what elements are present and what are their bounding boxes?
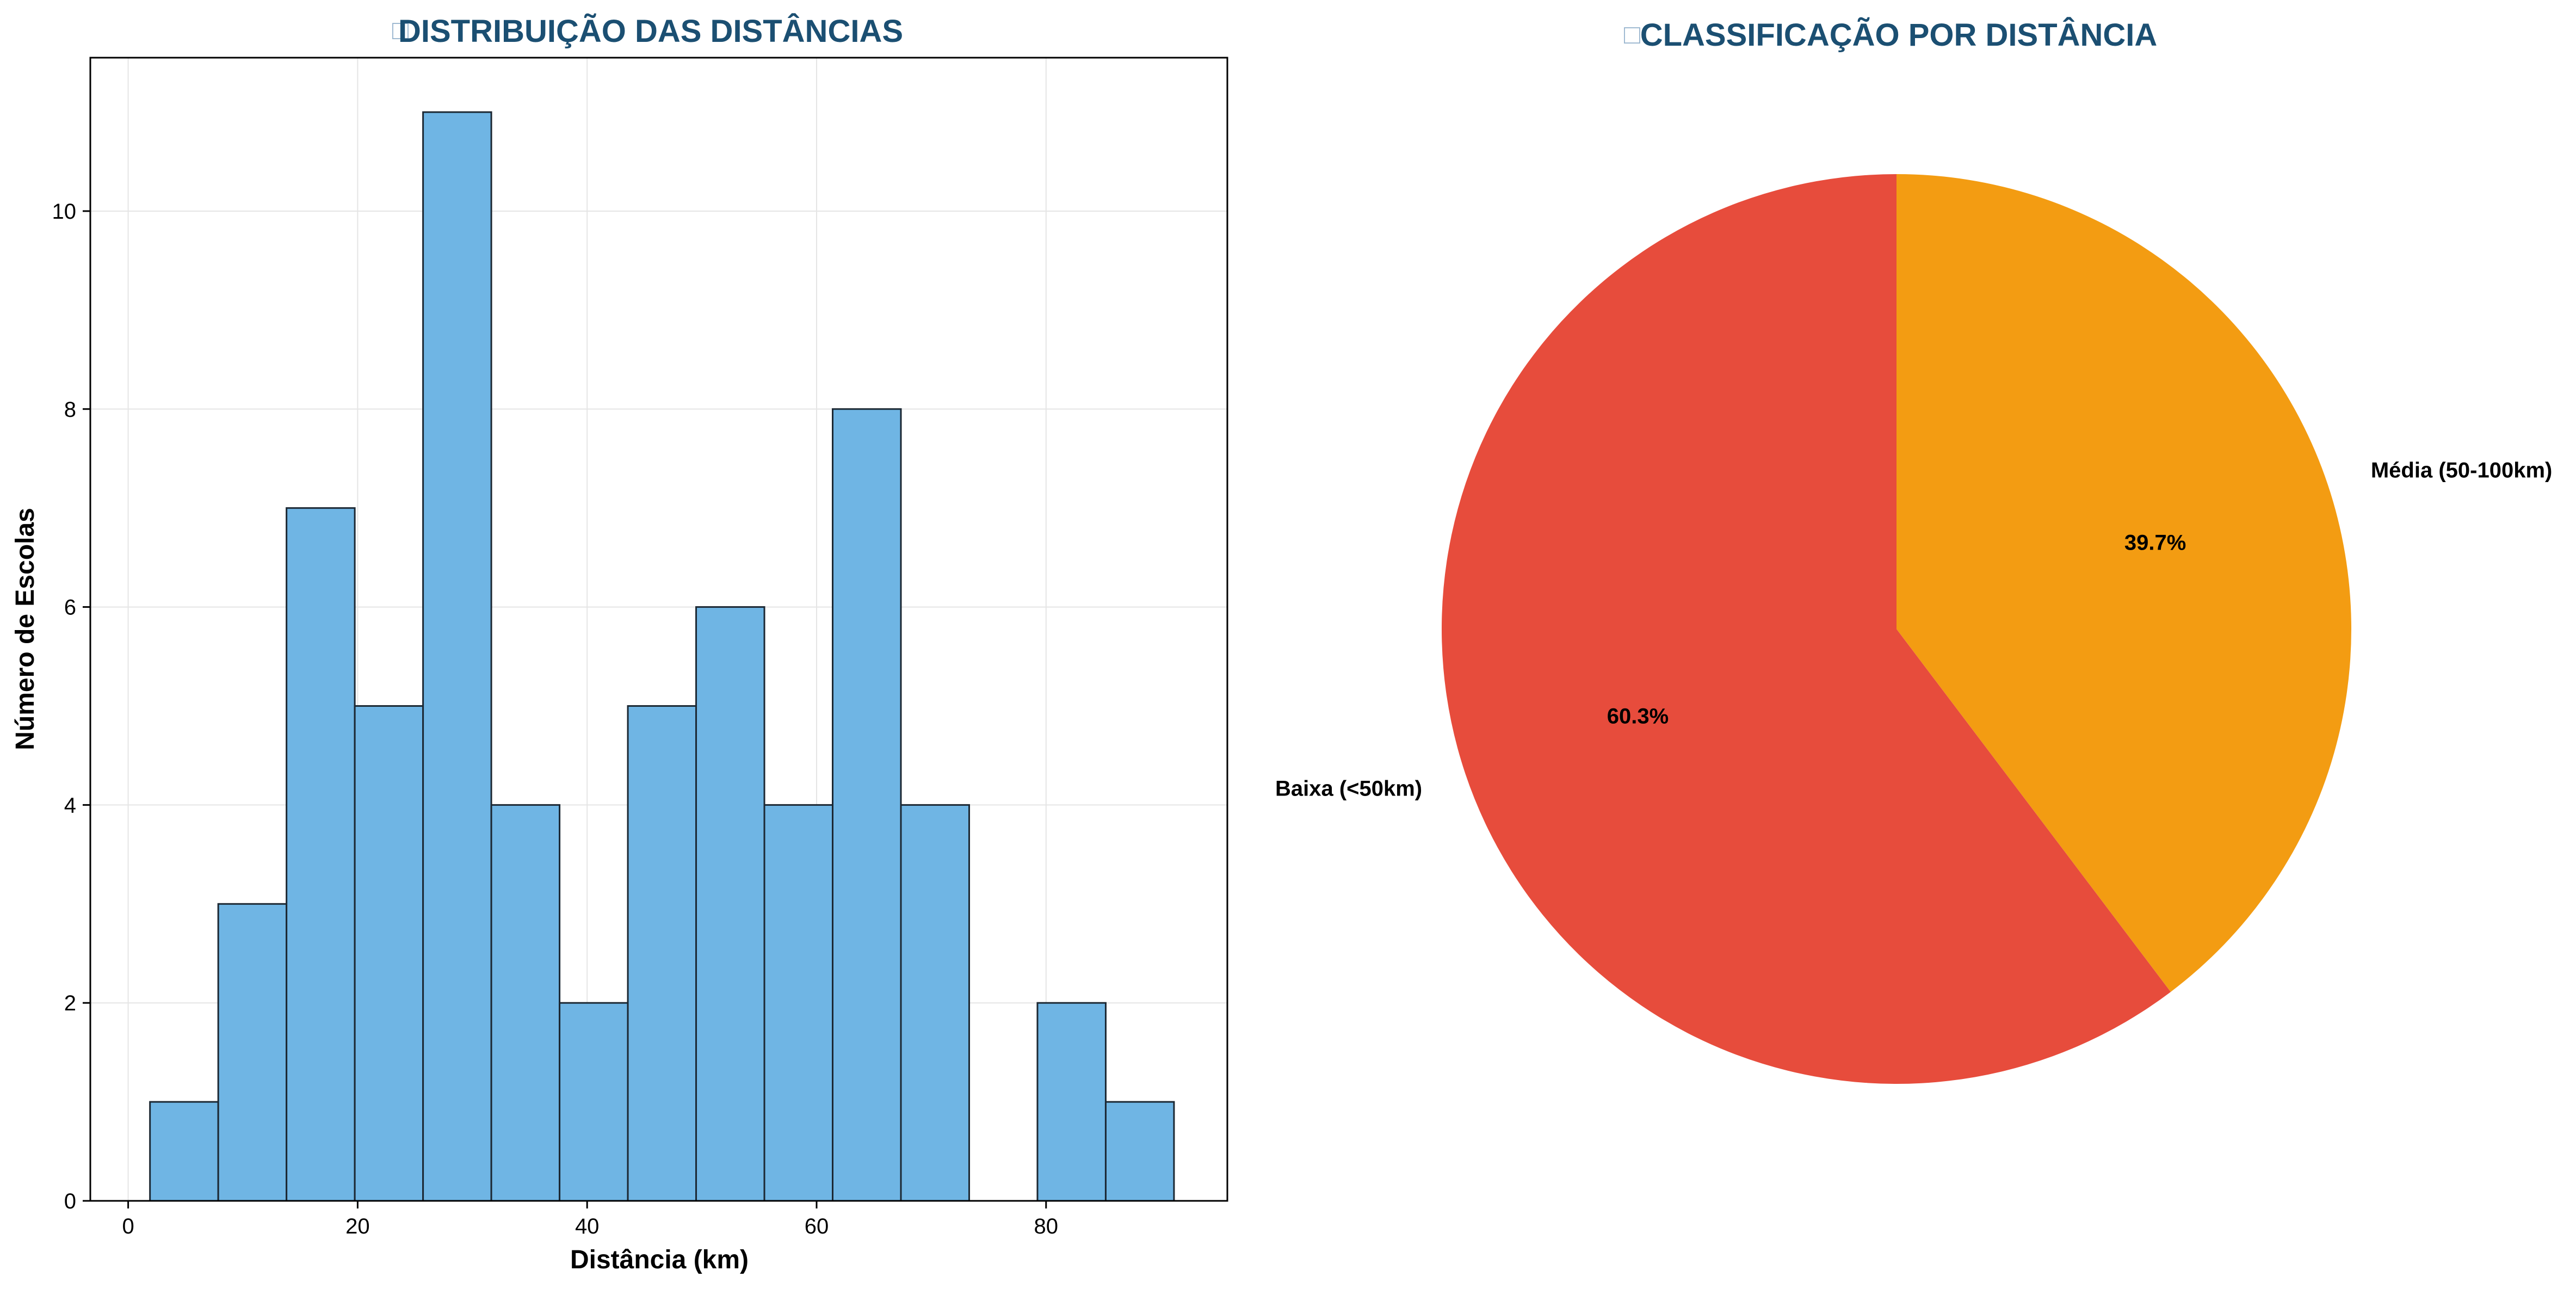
y-tick-label-0: 0 [64,1189,76,1213]
pie-panel: □ CLASSIFICAÇÃO POR DISTÂNCIA 60.3% Baixa… [1275,17,2552,1084]
histogram-bar-5 [490,804,561,1202]
pie-slice-1 [1897,174,2351,992]
histogram-bar-8 [695,606,765,1202]
histogram-bar-7 [627,705,697,1202]
histogram-y-axis-label: Número de Escolas [11,508,40,750]
pie-title-icon: □ [1624,19,1641,50]
histogram-grid [90,58,1227,1201]
histogram-bar-9 [763,804,834,1202]
pie-labels: 60.3% Baixa (<50km) 39.7% Média (50-100km) [1275,459,2552,801]
histogram-x-axis-label: Distância (km) [570,1245,749,1274]
histogram-bar-3 [354,705,424,1202]
y-tick-label-4: 8 [64,398,76,422]
pie-slice-0 [1441,174,2171,1084]
histogram-bars [149,111,1175,1202]
y-tick-label-2: 4 [64,793,76,817]
x-tick-label-3: 60 [805,1214,829,1238]
histogram-y-ticks: 0 2 4 6 8 10 [52,200,90,1213]
histogram-bar-11 [900,804,970,1202]
y-tick-label-1: 2 [64,991,76,1015]
histogram-bar-0 [149,1101,219,1202]
x-tick-label-2: 40 [575,1214,600,1238]
histogram-title: DISTRIBUIÇÃO DAS DISTÂNCIAS [398,14,903,49]
y-tick-label-3: 6 [64,596,76,620]
pie-slice-label-1: Média (50-100km) [2371,459,2552,483]
pie-slice-label-0: Baixa (<50km) [1275,776,1422,800]
histogram-bar-4 [422,111,492,1202]
pie-pct-label-1: 39.7% [2124,531,2186,555]
histogram-bar-2 [286,507,356,1202]
x-tick-label-4: 80 [1034,1214,1059,1238]
pie-slices [1441,174,2351,1084]
histogram-axes-frame [89,57,1228,1202]
histogram-bar-6 [559,1002,629,1202]
histogram-panel: □ DISTRIBUIÇÃO DAS DISTÂNCIAS 0 20 40 60 80 … [11,14,1228,1274]
histogram-bar-14 [1104,1101,1175,1202]
histogram-bar-13 [1036,1002,1107,1202]
histogram-x-ticks: 0 20 40 60 80 [122,1201,1058,1238]
pie-title: CLASSIFICAÇÃO POR DISTÂNCIA [1640,17,2158,53]
histogram-bar-10 [832,408,902,1202]
histogram-bar-1 [217,903,288,1202]
pie-pct-label-0: 60.3% [1607,704,1669,728]
y-tick-label-5: 10 [52,200,77,224]
x-tick-label-0: 0 [122,1214,134,1238]
histogram-title-icon: □ [392,15,409,45]
x-tick-label-1: 20 [345,1214,370,1238]
